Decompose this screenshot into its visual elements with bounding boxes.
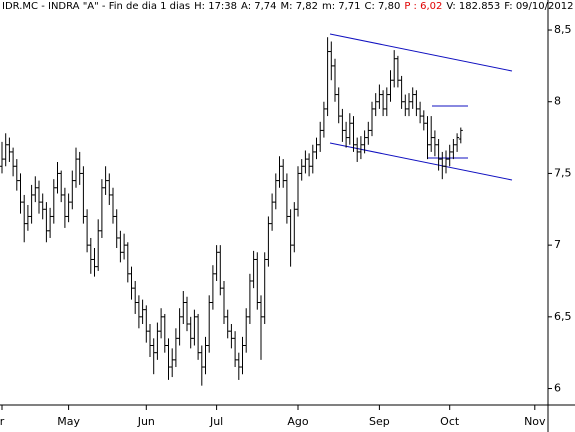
y-tick-label: 8 xyxy=(554,95,561,108)
header-info: A: 7,74 xyxy=(241,1,277,12)
x-tick-label: May xyxy=(57,415,80,428)
header-info: F: 09/10/2012 xyxy=(504,1,574,12)
x-tick-label: Ago xyxy=(287,415,309,428)
y-tick-label: 6 xyxy=(554,382,561,395)
x-tick-label: Jul xyxy=(209,415,223,428)
header: IDR.MC - INDRA "A" - Fin de dia 1 dias H:… xyxy=(2,1,575,12)
x-tick-label: Sep xyxy=(369,415,390,428)
header-info: C: 7,80 xyxy=(364,1,401,12)
y-tick-label: 7 xyxy=(554,238,561,251)
header-info: V: 182.853 xyxy=(446,1,501,12)
y-tick-label: 6,5 xyxy=(554,310,572,323)
header-title: IDR.MC - INDRA "A" - Fin de dia 1 dias xyxy=(2,1,191,12)
x-tick-label: r xyxy=(0,415,5,428)
header-info: m: 7,71 xyxy=(321,1,361,12)
y-tick-label: 7,5 xyxy=(554,166,572,179)
y-tick-label: 8,5 xyxy=(554,23,572,36)
header-info: M: 7,82 xyxy=(280,1,318,12)
header-info: H: 17:38 xyxy=(194,1,238,12)
x-tick-label: Nov xyxy=(524,415,546,428)
header-info: P : 6,02 xyxy=(404,1,443,12)
x-tick-label: Oct xyxy=(440,415,460,428)
trend-line xyxy=(329,142,513,181)
trend-line xyxy=(329,33,513,72)
x-tick-label: Jun xyxy=(137,415,155,428)
